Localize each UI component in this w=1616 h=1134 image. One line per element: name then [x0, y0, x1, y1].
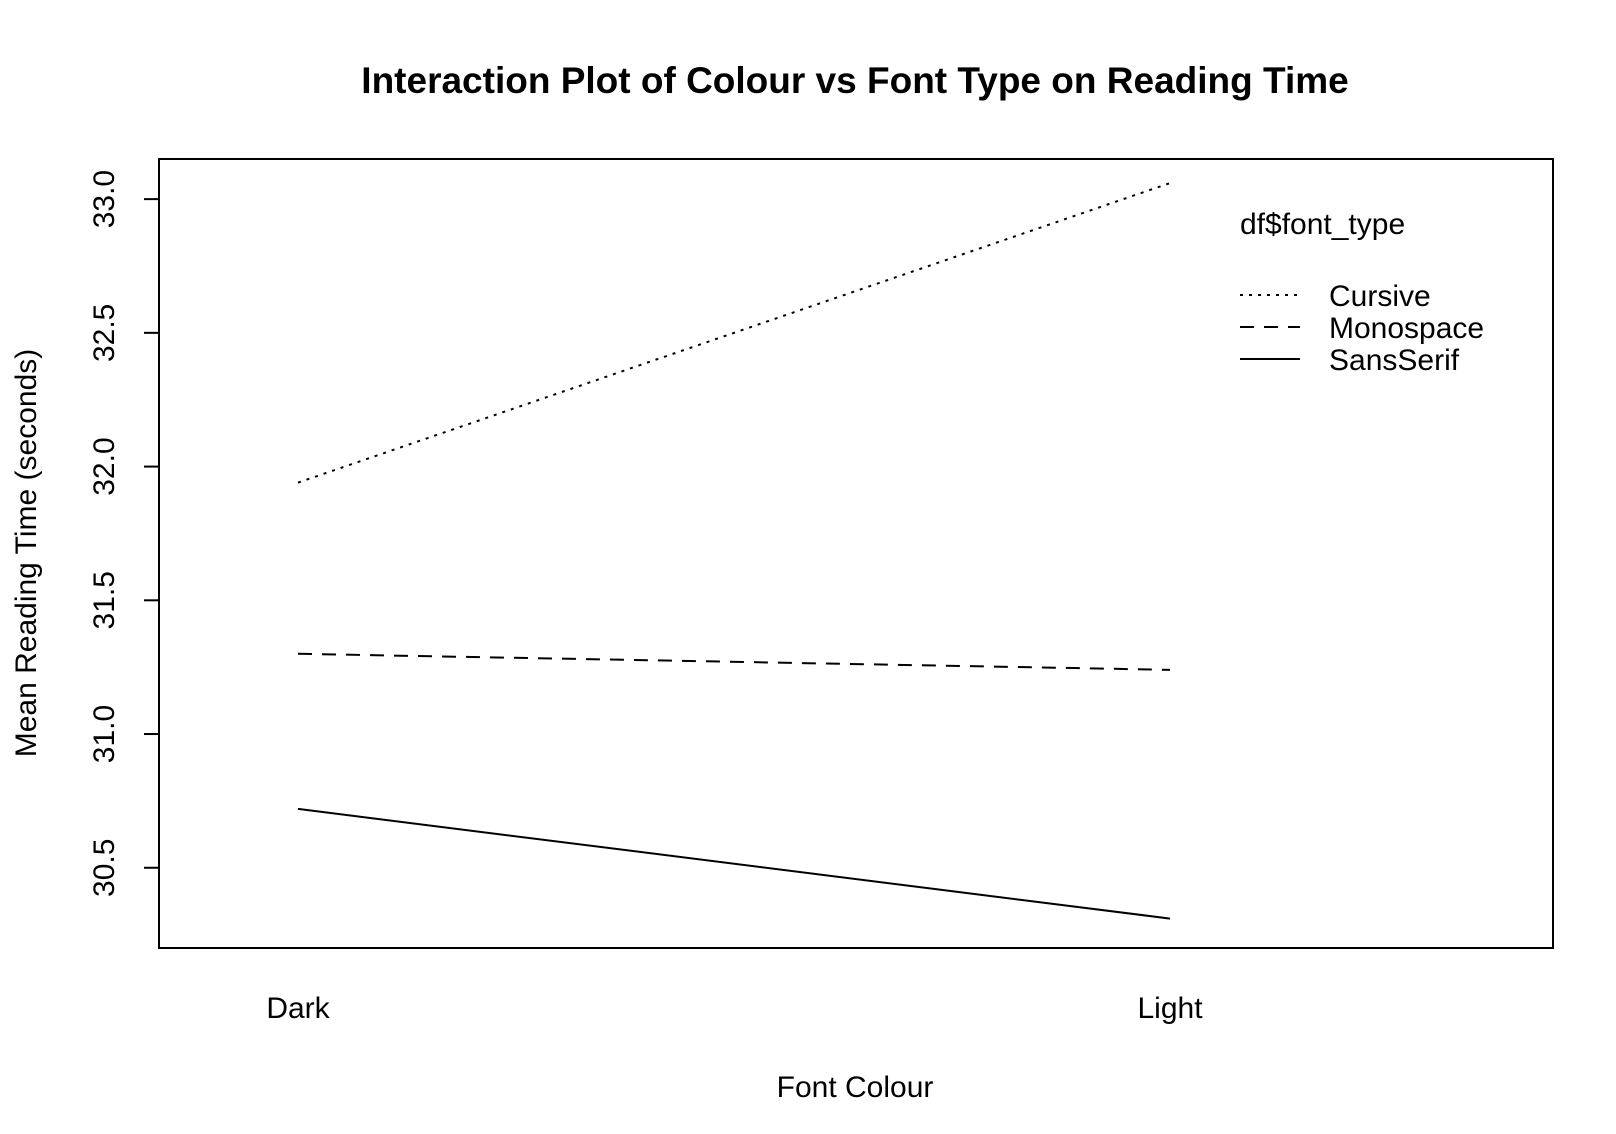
legend-label-cursive: Cursive [1329, 280, 1431, 313]
y-tick-label: 32.5 [88, 304, 121, 362]
y-tick-label: 31.0 [88, 705, 121, 763]
y-tick-label: 30.5 [88, 839, 121, 897]
series-line-cursive [297, 182, 1171, 484]
plot-area-frame [158, 158, 1554, 949]
y-tick-label: 32.0 [88, 437, 121, 495]
x-tick-label: Light [1137, 992, 1203, 1025]
legend-label-sansserif: SansSerif [1329, 344, 1460, 377]
y-axis-title: Mean Reading Time (seconds) [10, 349, 43, 758]
legend-title: df$font_type [1240, 208, 1405, 241]
x-axis-title: Font Colour [777, 1071, 934, 1104]
y-tick-label: 33.0 [88, 170, 121, 228]
series-line-sansserif [297, 807, 1171, 920]
series-lines [297, 182, 1171, 920]
series-line-monospace [297, 652, 1171, 671]
chart-title: Interaction Plot of Colour vs Font Type … [361, 60, 1348, 101]
x-axis: Dark Light [266, 992, 1203, 1025]
x-tick-label: Dark [266, 992, 330, 1025]
legend-label-monospace: Monospace [1329, 312, 1484, 345]
y-tick-label: 31.5 [88, 571, 121, 629]
y-axis: 30.5 31.0 31.5 32.0 32.5 33.0 [88, 170, 159, 897]
